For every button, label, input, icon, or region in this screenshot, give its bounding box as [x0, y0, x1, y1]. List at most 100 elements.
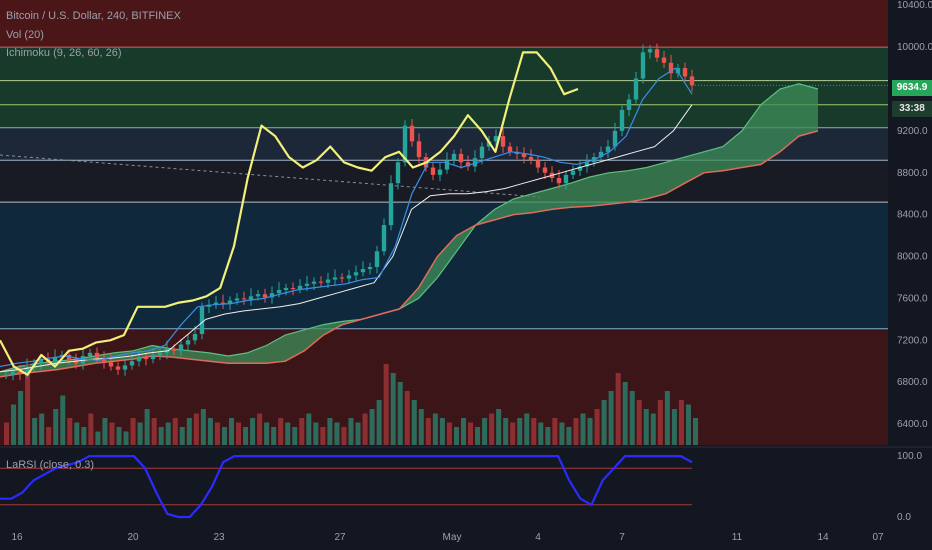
candle-body [465, 162, 471, 167]
candle-body [143, 357, 149, 360]
volume-bar [678, 400, 684, 445]
volume-bar [552, 418, 558, 445]
volume-bar [496, 409, 502, 445]
larsi-legend: LaRSI (close, 0.3) [6, 459, 95, 471]
candle-body [38, 359, 44, 364]
volume-bar [18, 391, 24, 445]
candle-body [269, 293, 275, 298]
candle-body [255, 294, 261, 297]
candle-body [458, 153, 464, 163]
candle-body [122, 365, 128, 370]
price-tick-label: 6800.0 [897, 377, 928, 388]
span-b-line [0, 130, 819, 378]
volume-bar [573, 418, 579, 445]
volume-bar [432, 413, 438, 445]
candle-body [416, 141, 422, 158]
volume-bar [524, 413, 530, 445]
candle-body [276, 290, 282, 294]
candle-body [367, 267, 373, 270]
price-tick-label: 10400.0 [897, 0, 932, 11]
volume-bar [397, 382, 403, 445]
candle-body [24, 366, 30, 374]
volume-bar [390, 373, 396, 445]
candle-body [101, 358, 107, 363]
volume-bar [214, 422, 220, 445]
volume-bar [144, 409, 150, 445]
volume-bar [165, 422, 171, 445]
volume-bar [299, 418, 305, 445]
tenkan-line [0, 67, 693, 368]
candle-body [171, 348, 177, 351]
candle-body [66, 354, 72, 361]
candle-body [248, 296, 254, 300]
candle-body [108, 362, 114, 367]
time-tick-label: 14 [817, 532, 829, 543]
price-tick-label: 9200.0 [897, 126, 928, 137]
time-tick-label: 16 [11, 532, 23, 543]
volume-bar [475, 427, 481, 445]
volume-bar [306, 413, 312, 445]
candle-body [129, 361, 135, 366]
candle-body [500, 136, 506, 147]
candle-body [542, 167, 548, 173]
volume-bar [594, 409, 600, 445]
price-tick-label: 8800.0 [897, 168, 928, 179]
candle-body [199, 306, 205, 335]
volume-bar [60, 395, 66, 445]
candle-body [430, 167, 436, 175]
span-a-line [0, 83, 819, 373]
volume-bar [545, 427, 551, 445]
volume-bar [130, 418, 136, 445]
volume-bar [32, 418, 38, 445]
candle-body [612, 130, 618, 147]
volume-bar [566, 427, 572, 445]
candle-body [479, 146, 485, 159]
volume-bar [580, 413, 586, 445]
volume-bar [236, 422, 242, 445]
price-tick-label: 6400.0 [897, 419, 928, 430]
time-tick-label: 11 [732, 532, 743, 543]
volume-bar [278, 418, 284, 445]
candle-body [17, 371, 23, 374]
candle-body [619, 109, 625, 131]
candle-body [332, 277, 338, 280]
candle-body [52, 357, 58, 363]
candle-body [661, 57, 667, 63]
volume-bar [538, 422, 544, 445]
volume-bar [228, 418, 234, 445]
volume-bar [489, 413, 495, 445]
volume-bar [123, 431, 129, 445]
volume-bar [671, 409, 677, 445]
candle-body [318, 281, 324, 283]
candle-body [675, 68, 681, 74]
candle-body [192, 334, 198, 341]
volume-bar [468, 422, 474, 445]
candle-body [234, 298, 240, 301]
volume-bar [264, 422, 270, 445]
candle-body [472, 158, 478, 167]
candle-body [283, 287, 289, 291]
time-axis-bg [0, 525, 888, 550]
candle-body [3, 374, 9, 376]
candle-body [437, 169, 443, 175]
volume-bar [559, 422, 565, 445]
volume-bar [53, 409, 59, 445]
candle-body [388, 183, 394, 226]
candle-body [409, 125, 415, 142]
candle-body [353, 272, 359, 276]
volume-bar [67, 418, 73, 445]
volume-bar [200, 409, 206, 445]
volume-bar [327, 418, 333, 445]
volume-bar [285, 422, 291, 445]
candle-body [374, 251, 380, 267]
candle-body [535, 160, 541, 168]
candle-body [10, 371, 16, 375]
time-tick-label: 27 [334, 532, 346, 543]
volume-bar [39, 413, 45, 445]
candle-body [241, 298, 247, 300]
volume-bar [102, 418, 108, 445]
volume-bar [116, 427, 122, 445]
candle-body [577, 166, 583, 171]
